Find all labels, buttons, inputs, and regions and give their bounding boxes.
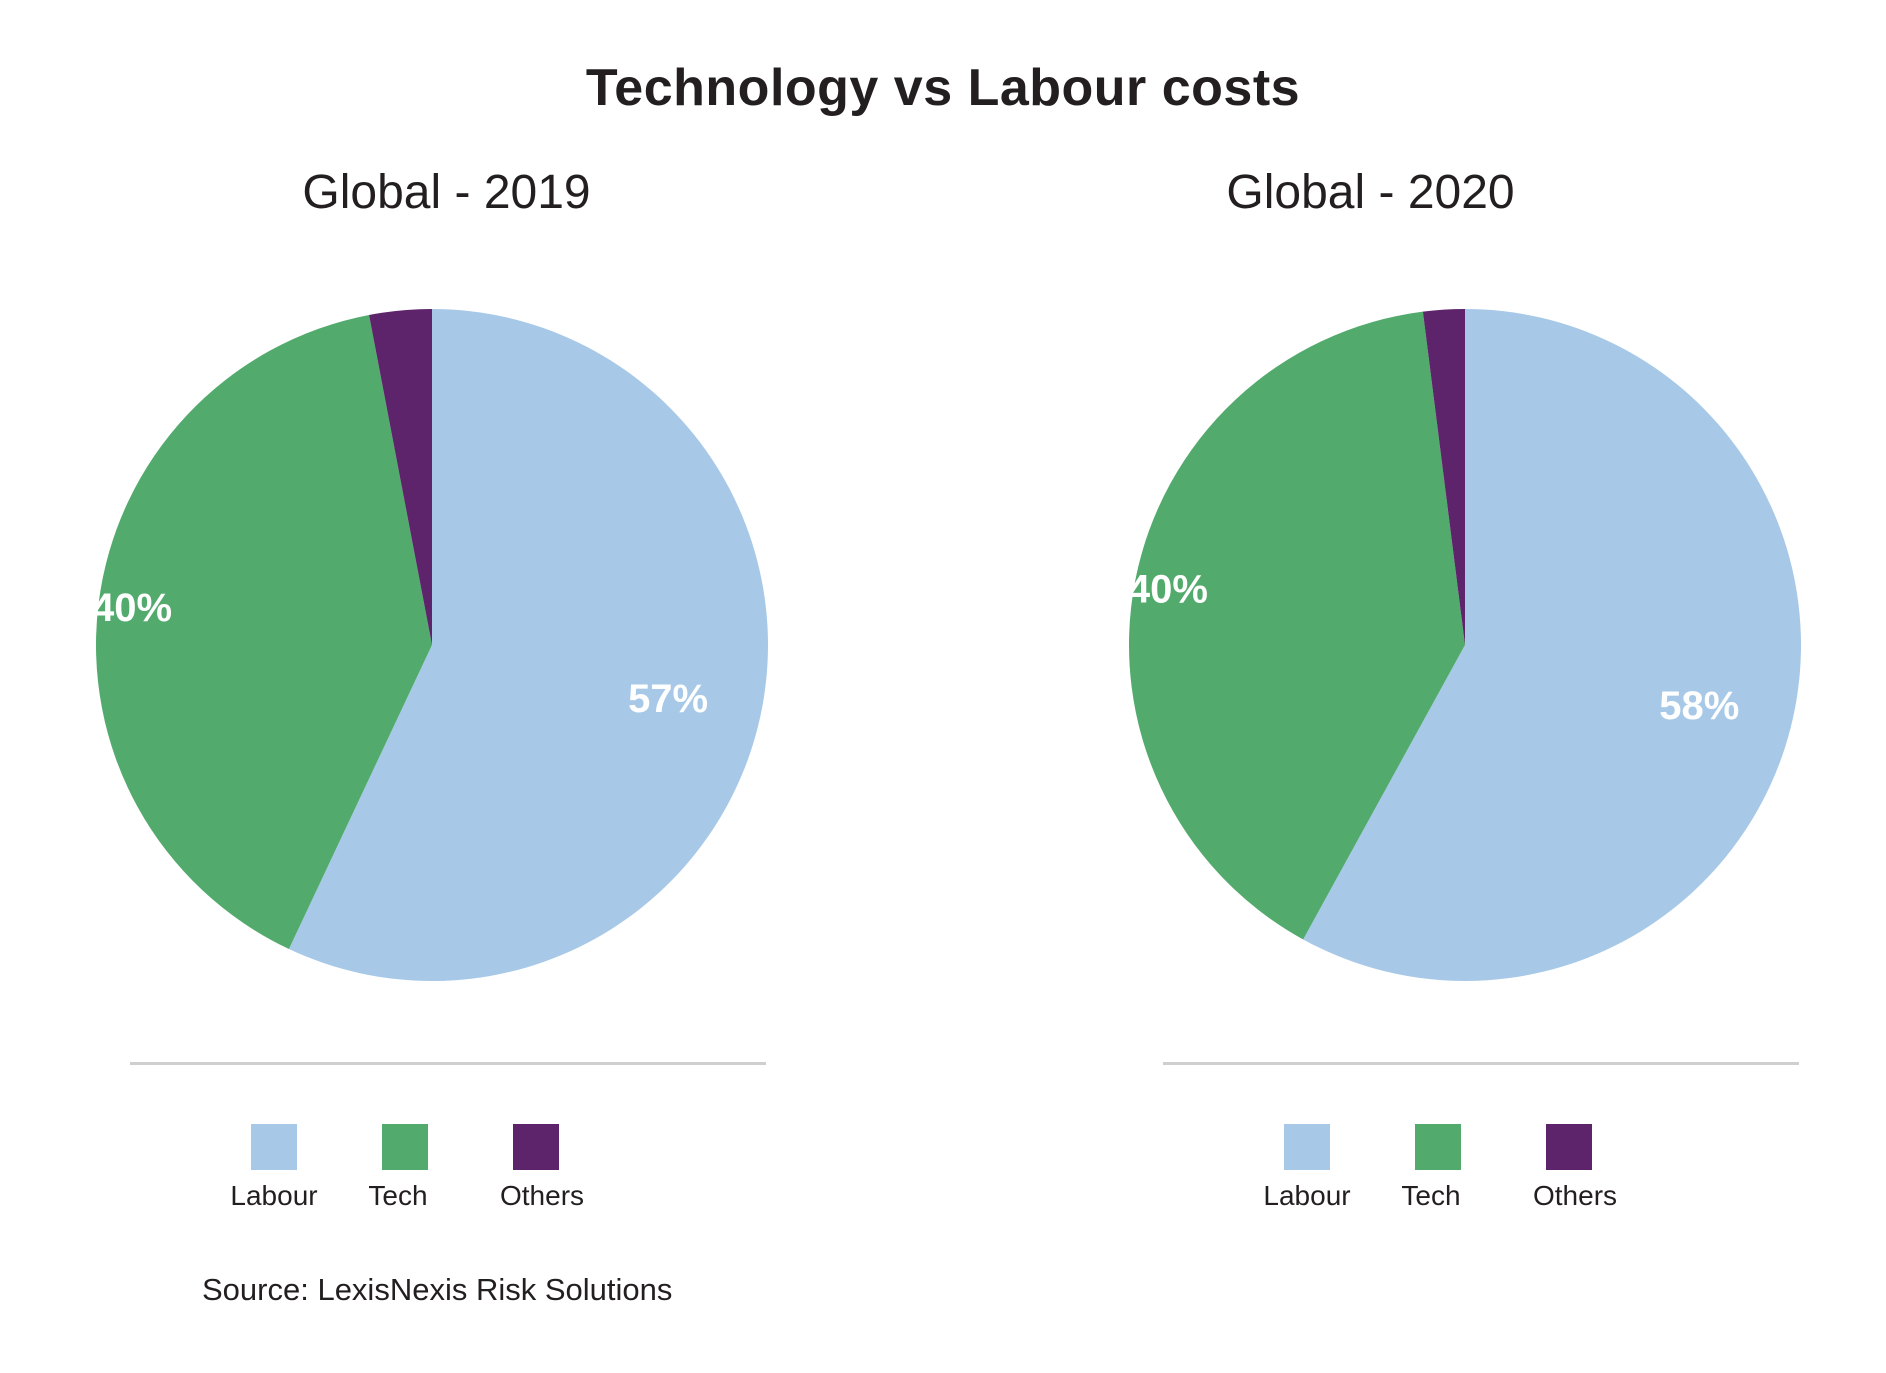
legend-swatch-tech: [382, 1124, 428, 1170]
pie-slice-tech: [1129, 311, 1465, 940]
legend-label-labour: Labour: [230, 1180, 318, 1211]
legend-label-tech: Tech: [1401, 1180, 1461, 1211]
legend-label-tech: Tech: [368, 1180, 428, 1211]
legend-label-labour: Labour: [1263, 1180, 1351, 1211]
pie-chart-2019: 57% 40%: [92, 309, 768, 981]
pie-chart-2020: 58% 40%: [1128, 309, 1802, 981]
pie-slice-others: [1422, 309, 1465, 645]
data-label-labour: 58%: [1659, 684, 1739, 728]
pie-title-2020: Global - 2020: [1226, 166, 1515, 219]
legend-swatch-labour: [251, 1124, 297, 1170]
legend-swatch-tech: [1415, 1124, 1461, 1170]
main-title: Technology vs Labour costs: [585, 59, 1301, 117]
pie-slice-labour: [1303, 309, 1802, 981]
data-label-tech: 40%: [1128, 567, 1208, 611]
legend-divider: [130, 1062, 766, 1065]
legend-label-others: Others: [499, 1180, 585, 1211]
pie-panel-2019: Global - 2019 57% 40% Labour Tech Others …: [92, 166, 768, 1307]
pie-slice-labour: [288, 309, 768, 981]
pie-title-2019: Global - 2019: [302, 166, 591, 219]
legend-swatch-others: [1546, 1124, 1592, 1170]
source-note: Source: LexisNexis Risk Solutions: [202, 1272, 673, 1307]
pie-panel-2020: Global - 2020 58% 40% Labour Tech Others: [943, 0, 1886, 1373]
legend-swatch-others: [513, 1124, 559, 1170]
data-label-labour: 57%: [628, 677, 708, 721]
pie-slice-tech: [95, 314, 432, 950]
data-label-tech: 40%: [92, 586, 172, 630]
legend-label-others: Others: [1532, 1180, 1618, 1211]
legend-swatch-labour: [1284, 1124, 1330, 1170]
pie-slice-others: [369, 309, 432, 645]
legend-divider: [1163, 1062, 1799, 1065]
